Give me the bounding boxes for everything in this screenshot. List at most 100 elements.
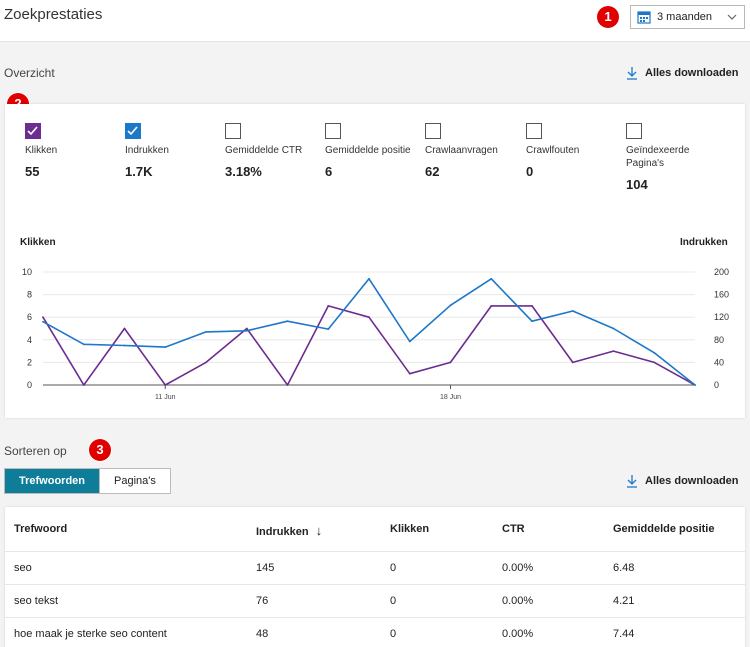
metric-1[interactable]: Indrukken 1.7K: [125, 123, 225, 179]
left-tick-label: 10: [22, 267, 32, 277]
left-tick-label: 2: [27, 357, 32, 367]
metric-label: Crawlaanvragen: [425, 145, 498, 156]
data-point-indrukken: [42, 320, 44, 323]
right-tick-label: 0: [714, 380, 719, 390]
metric-value: 62: [425, 164, 440, 179]
metric-6[interactable]: Geïndexeerde Pagina's 104: [626, 123, 726, 192]
table-row[interactable]: seo 145 0 0.00% 6.48: [5, 552, 745, 585]
data-point-indrukken: [368, 277, 370, 280]
metric-value: 1.7K: [125, 164, 153, 179]
metric-value: 3.18%: [225, 164, 262, 179]
right-tick-label: 160: [714, 290, 729, 300]
data-point-klikken: [286, 384, 289, 386]
annotation-badge-1: 1: [597, 6, 619, 28]
overview-download-button[interactable]: Alles downloaden: [626, 66, 739, 80]
metric-checkbox[interactable]: [125, 123, 141, 139]
data-point-klikken: [653, 361, 656, 364]
data-point-indrukken: [408, 340, 411, 343]
metric-label: Indrukken: [125, 145, 169, 156]
cell-ctr: 0.00%: [502, 562, 534, 574]
cell-avg-position: 4.21: [613, 595, 635, 607]
data-point-indrukken: [490, 277, 493, 280]
data-point-klikken: [327, 305, 330, 307]
metric-checkbox[interactable]: [626, 123, 642, 139]
checkmark-icon: [127, 126, 138, 136]
col-keyword[interactable]: Trefwoord: [14, 523, 68, 535]
annotation-badge-3: 3: [89, 439, 111, 461]
data-point-indrukken: [612, 327, 615, 330]
overview-download-label: Alles downloaden: [645, 67, 739, 79]
table-row[interactable]: seo tekst 76 0 0.00% 4.21: [5, 585, 745, 618]
metric-value: 55: [25, 164, 40, 179]
cell-keyword: seo: [14, 562, 32, 574]
metric-value: 0: [526, 164, 534, 179]
left-tick-label: 4: [27, 335, 32, 345]
tab-keywords[interactable]: Trefwoorden: [5, 469, 100, 493]
table-row[interactable]: hoe maak je sterke seo content 48 0 0.00% 7.…: [5, 618, 745, 647]
overview-card: Klikken 55 Indrukken 1.7K Gemiddelde CTR 3.18…: [5, 104, 745, 418]
chevron-down-icon: [727, 14, 737, 20]
cell-impressions: 145: [256, 562, 275, 574]
col-ctr[interactable]: CTR: [502, 523, 525, 535]
col-clicks[interactable]: Klikken: [390, 523, 430, 535]
right-tick-label: 200: [714, 267, 729, 277]
data-point-indrukken: [531, 320, 533, 323]
col-impressions[interactable]: Indrukken ↓: [256, 523, 322, 538]
metric-4[interactable]: Crawlaanvragen 62: [425, 123, 525, 179]
metric-checkbox[interactable]: [325, 123, 341, 139]
metric-0[interactable]: Klikken 55: [25, 123, 125, 179]
checkmark-icon: [27, 126, 38, 136]
data-point-klikken: [42, 316, 44, 319]
data-point-indrukken: [164, 346, 167, 349]
metric-checkbox[interactable]: [225, 123, 241, 139]
table-download-button[interactable]: Alles downloaden: [626, 474, 739, 488]
data-point-klikken: [408, 372, 411, 375]
data-point-indrukken: [123, 344, 126, 347]
metric-checkbox[interactable]: [425, 123, 441, 139]
cell-clicks: 0: [390, 628, 397, 640]
metric-3[interactable]: Gemiddelde positie 6: [325, 123, 425, 179]
data-point-indrukken: [449, 304, 452, 307]
right-tick-label: 120: [714, 312, 729, 322]
x-tick-label: 11 Jun: [155, 394, 176, 401]
cell-ctr: 0.00%: [502, 628, 534, 640]
keywords-table: Trefwoord Indrukken ↓ Klikken CTR Gemidd…: [5, 507, 745, 647]
col-avg-position[interactable]: Gemiddelde positie: [613, 523, 715, 535]
download-icon: [627, 67, 637, 80]
performance-chart: 10 200 8 160 6 120 4 80 2 40 0 0 11 Jun 18 Jun: [22, 267, 729, 401]
tab-pages[interactable]: Pagina's: [99, 469, 170, 493]
data-point-indrukken: [694, 384, 696, 386]
right-axis-title: Indrukken: [680, 237, 728, 248]
data-point-klikken: [205, 361, 207, 364]
date-range-select[interactable]: 3 maanden: [630, 5, 745, 29]
cell-avg-position: 7.44: [613, 628, 635, 640]
cell-ctr: 0.00%: [502, 595, 534, 607]
data-point-indrukken: [571, 310, 574, 312]
right-tick-label: 80: [714, 335, 724, 345]
metric-checkbox[interactable]: [25, 123, 41, 139]
metric-label: Klikken: [25, 145, 58, 156]
left-axis-title: Klikken: [20, 237, 56, 248]
cell-keyword: hoe maak je sterke seo content: [14, 628, 167, 640]
download-icon: [627, 475, 637, 488]
table-header-row: Trefwoord Indrukken ↓ Klikken CTR Gemidd…: [5, 507, 745, 552]
metric-value: 6: [325, 164, 333, 179]
cell-impressions: 76: [256, 595, 269, 607]
data-point-klikken: [123, 327, 126, 330]
data-point-klikken: [571, 361, 574, 364]
left-tick-label: 6: [27, 312, 32, 322]
metric-2[interactable]: Gemiddelde CTR 3.18%: [225, 123, 325, 179]
metric-checkbox[interactable]: [526, 123, 542, 139]
table-download-label: Alles downloaden: [645, 475, 739, 487]
sort-label: Sorteren op: [4, 444, 67, 458]
top-bar: Zoekprestaties 1 3 maanden: [0, 0, 750, 42]
left-tick-label: 8: [27, 290, 32, 300]
cell-impressions: 48: [256, 628, 269, 640]
overview-label: Overzicht: [4, 66, 55, 80]
metric-5[interactable]: Crawlfouten 0: [526, 123, 626, 179]
data-point-indrukken: [205, 330, 207, 333]
data-point-klikken: [164, 384, 167, 386]
data-point-klikken: [490, 305, 493, 307]
metric-label: Crawlfouten: [526, 145, 580, 156]
sort-tabs: Trefwoorden Pagina's: [4, 468, 171, 494]
